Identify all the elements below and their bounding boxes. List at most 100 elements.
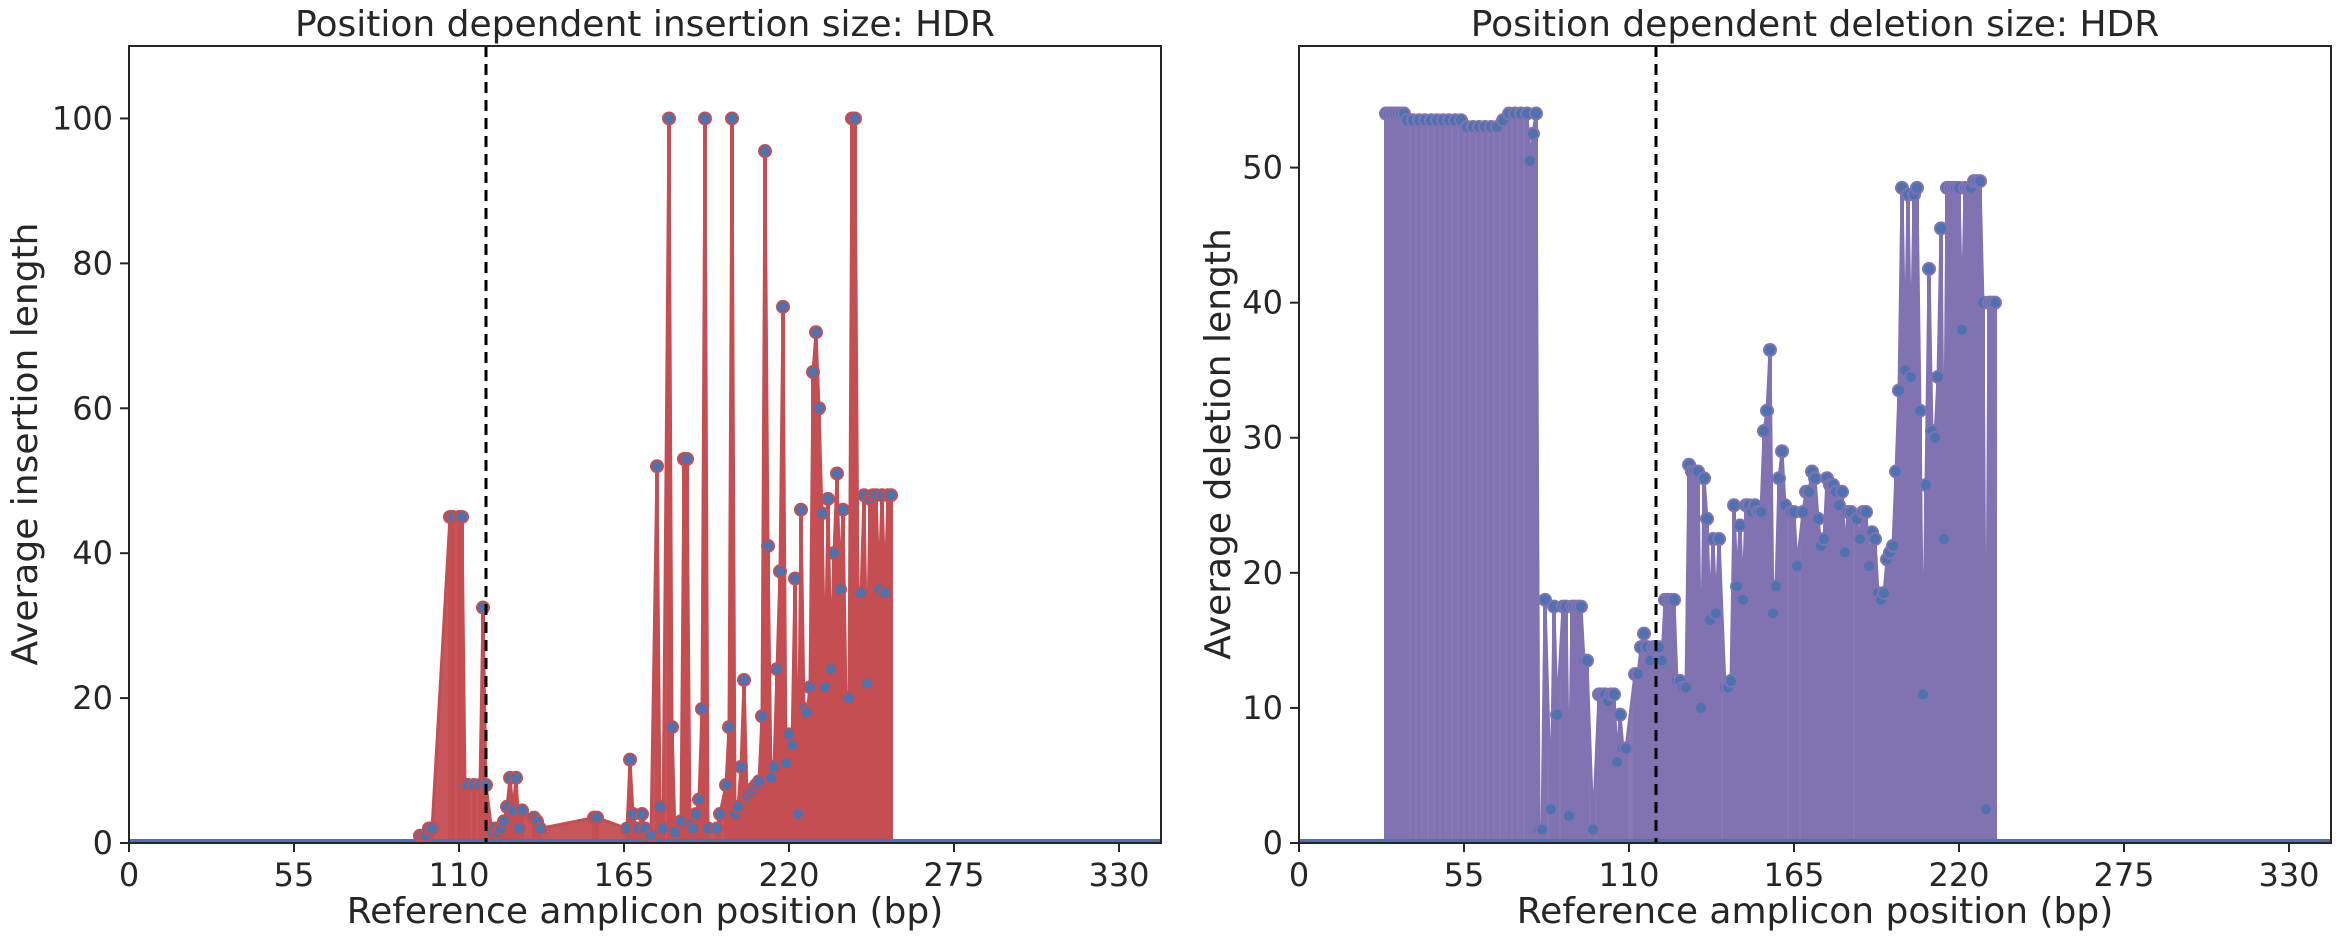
insertion-data-point (884, 488, 898, 503)
insertion-data-point (590, 810, 604, 825)
deletion-data-point (1973, 174, 1987, 189)
insertion-data-point (425, 821, 439, 836)
deletion-data-point (1619, 741, 1633, 756)
insertion-data-point (644, 828, 658, 843)
deletion-data-point (1811, 511, 1825, 526)
insertion-data-point (809, 325, 823, 340)
deletion-data-point (1889, 464, 1903, 479)
deletion-data-point (1712, 532, 1726, 547)
deletion-x-tick-label: 0 (1289, 856, 1309, 894)
deletion-data-point (1733, 518, 1747, 533)
insertion-x-tick-label: 330 (1088, 856, 1149, 894)
insertion-data-point (803, 680, 817, 695)
insertion-data-point (623, 752, 637, 767)
deletion-data-point (1868, 532, 1882, 547)
deletion-data-point (1955, 322, 1969, 337)
insertion-data-point (767, 759, 781, 774)
deletion-data-point (1817, 532, 1831, 547)
deletion-data-point (1832, 498, 1846, 513)
deletion-data-point (1769, 579, 1783, 594)
insertion-data-point (812, 401, 826, 416)
insertion-x-tick-label: 0 (119, 856, 139, 894)
deletion-data-point (1859, 505, 1873, 520)
deletion-data-point (1910, 180, 1924, 195)
deletion-data-point (1574, 599, 1588, 614)
deletion-axes-frame (1298, 45, 2332, 844)
deletion-data-point (1709, 606, 1723, 621)
insertion-data-point (689, 807, 703, 822)
insertion-data-point (509, 770, 523, 785)
insertion-data-point (533, 821, 547, 836)
deletion-data-point (1580, 653, 1594, 668)
insertion-data-point (860, 676, 874, 691)
insertion-data-point (713, 807, 727, 822)
insertion-y-tick-label: 80 (72, 244, 113, 282)
deletion-y-tick-label: 20 (1242, 554, 1283, 592)
insertion-data-point (794, 502, 808, 517)
insertion-data-point (710, 821, 724, 836)
deletion-data-point (1775, 444, 1789, 459)
deletion-data-point (1562, 808, 1576, 823)
insertion-data-point (698, 111, 712, 126)
insertion-data-point (695, 701, 709, 716)
deletion-data-point (1730, 579, 1744, 594)
insertion-y-tick-label: 0 (93, 824, 113, 862)
insertion-data-point (842, 691, 856, 706)
deletion-y-tick-label: 40 (1242, 284, 1283, 322)
insertion-data-point (722, 720, 736, 735)
deletion-y-tick-label: 50 (1242, 149, 1283, 187)
deletion-data-point (1655, 653, 1669, 668)
insertion-data-point (653, 799, 667, 814)
insertion-data-point (734, 759, 748, 774)
insertion-data-point (833, 582, 847, 597)
deletion-data-point (1538, 592, 1552, 607)
insertion-data-point (692, 792, 706, 807)
deletion-data-point (1913, 403, 1927, 418)
insertion-data-point (800, 705, 814, 720)
insertion-data-point (512, 821, 526, 836)
deletion-x-tick-label: 110 (1598, 856, 1659, 894)
deletion-y-tick-label: 10 (1242, 689, 1283, 727)
insertion-data-point (827, 546, 841, 561)
deletion-data-point (1790, 559, 1804, 574)
deletion-data-point (1838, 545, 1852, 560)
deletion-chart-title: Position dependent deletion size: HDR (1471, 4, 2160, 45)
insertion-data-point (836, 502, 850, 517)
insertion-data-point (791, 807, 805, 822)
insertion-data-point (668, 825, 682, 840)
deletion-data-point (1697, 471, 1711, 486)
insertion-data-point (719, 778, 733, 793)
deletion-plot-area: 0 55 110 165 220 275 330 0 10 20 30 40 50 (1242, 46, 2331, 894)
insertion-chart-title: Position dependent insertion size: HDR (295, 4, 995, 45)
deletion-data-point (1586, 822, 1600, 837)
deletion-data-point (1931, 369, 1945, 384)
insertion-data-point (665, 720, 679, 735)
deletion-y-tick-label: 0 (1263, 824, 1283, 862)
deletion-data-point (1637, 626, 1651, 641)
insertion-x-tick-label: 165 (593, 856, 654, 894)
deletion-x-tick-label: 165 (1763, 856, 1824, 894)
deletion-data-point (1796, 505, 1810, 520)
insertion-data-point (788, 571, 802, 586)
insertion-data-point (635, 807, 649, 822)
deletion-data-point (1763, 342, 1777, 357)
deletion-y-tick-label: 30 (1242, 419, 1283, 457)
insertion-data-point (779, 756, 793, 771)
insertion-data-point (776, 299, 790, 314)
deletion-data-point (1886, 538, 1900, 553)
deletion-data-point (1724, 673, 1738, 688)
insertion-data-point (680, 451, 694, 466)
insertion-data-point (848, 111, 862, 126)
insertion-plot-area: 0 55 110 165 220 275 330 0 20 40 60 80 100 (52, 46, 1161, 894)
deletion-data-point (1772, 471, 1786, 486)
deletion-data-point (1862, 559, 1876, 574)
insertion-data-point (770, 662, 784, 677)
insertion-x-tick-label: 275 (923, 856, 984, 894)
deletion-data-point (1808, 471, 1822, 486)
deletion-x-axis-label: Reference amplicon position (bp) (1517, 891, 2114, 932)
insertion-data-point (761, 538, 775, 553)
insertion-data-point (752, 774, 766, 789)
insertion-data-point (686, 821, 700, 836)
insertion-data-point (725, 111, 739, 126)
insertion-data-point (821, 491, 835, 506)
